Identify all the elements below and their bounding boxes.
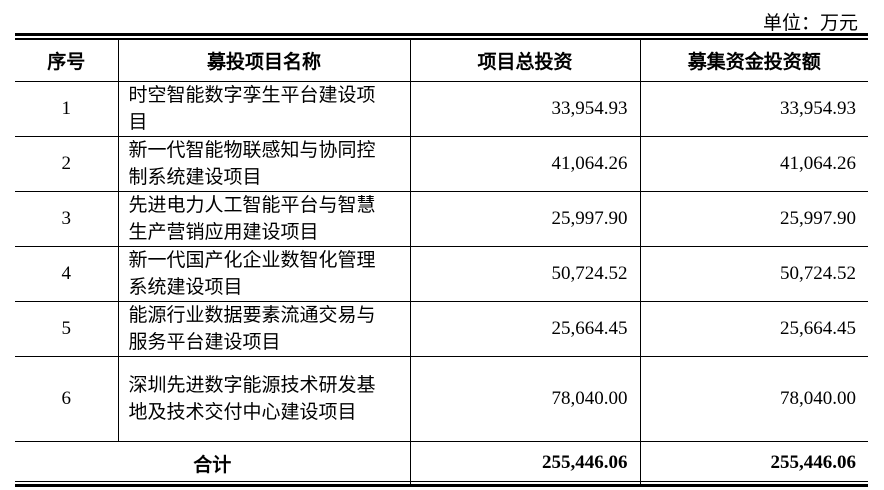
row-index: 6 (15, 356, 119, 442)
row-raised-funds: 25,997.90 (639, 191, 868, 247)
table-row: 1 时空智能数字孪生平台建设项目 33,954.93 33,954.93 (15, 81, 868, 137)
table-row: 2 新一代智能物联感知与协同控制系统建设项目 41,064.26 41,064.… (15, 136, 868, 192)
top-rule (15, 33, 868, 36)
unit-label: 单位：万元 (762, 13, 858, 34)
fundraising-projects-table: 序号 募投项目名称 项目总投资 募集资金投资额 1 时空智能数字孪生平台建设项目… (15, 39, 868, 484)
table-row: 6 深圳先进数字能源技术研发基地及技术交付中心建设项目 78,040.00 78… (15, 356, 868, 442)
row-total-investment: 50,724.52 (409, 246, 641, 302)
row-project-name: 新一代智能物联感知与协同控制系统建设项目 (128, 140, 376, 188)
table-row: 5 能源行业数据要素流通交易与服务平台建设项目 25,664.45 25,664… (15, 301, 868, 357)
row-index: 2 (15, 136, 119, 192)
row-project-name: 能源行业数据要素流通交易与服务平台建设项目 (128, 305, 376, 353)
header-total-investment: 项目总投资 (409, 39, 641, 82)
row-raised-funds: 25,664.45 (639, 301, 868, 357)
row-index: 3 (15, 191, 119, 247)
row-project-name: 新一代国产化企业数智化管理系统建设项目 (128, 250, 376, 298)
bottom-rule-thin (15, 481, 868, 482)
row-raised-funds: 41,064.26 (639, 136, 868, 192)
total-row: 合计 255,446.06 255,446.06 (15, 441, 868, 484)
total-label: 合计 (15, 441, 411, 484)
header-index: 序号 (15, 39, 119, 82)
table-row: 3 先进电力人工智能平台与智慧生产营销应用建设项目 25,997.90 25,9… (15, 191, 868, 247)
row-project-name: 时空智能数字孪生平台建设项目 (128, 85, 376, 133)
header-project-name: 募投项目名称 (117, 39, 411, 82)
row-raised-funds: 78,040.00 (639, 356, 868, 442)
row-total-investment: 25,997.90 (409, 191, 641, 247)
row-index: 5 (15, 301, 119, 357)
table-row: 4 新一代国产化企业数智化管理系统建设项目 50,724.52 50,724.5… (15, 246, 868, 302)
total-investment-sum: 255,446.06 (409, 441, 641, 484)
row-index: 1 (15, 81, 119, 137)
raised-funds-sum: 255,446.06 (639, 441, 868, 484)
row-project-name: 先进电力人工智能平台与智慧生产营销应用建设项目 (128, 195, 376, 243)
row-raised-funds: 33,954.93 (639, 81, 868, 137)
row-project-name: 深圳先进数字能源技术研发基地及技术交付中心建设项目 (128, 375, 376, 423)
row-raised-funds: 50,724.52 (639, 246, 868, 302)
header-row: 序号 募投项目名称 项目总投资 募集资金投资额 (15, 39, 868, 82)
top-rule-thin (15, 38, 868, 39)
row-total-investment: 41,064.26 (409, 136, 641, 192)
header-raised-funds: 募集资金投资额 (639, 39, 868, 82)
row-index: 4 (15, 246, 119, 302)
row-total-investment: 25,664.45 (409, 301, 641, 357)
bottom-rule (15, 484, 868, 487)
row-total-investment: 78,040.00 (409, 356, 641, 442)
row-total-investment: 33,954.93 (409, 81, 641, 137)
